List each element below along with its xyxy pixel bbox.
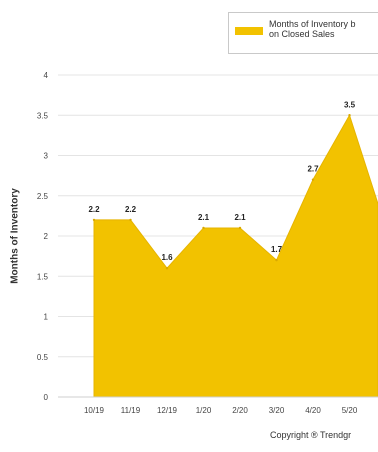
copyright-text: Copyright ® Trendgr (270, 430, 352, 440)
data-point (92, 218, 96, 222)
data-label: 2.1 (198, 213, 210, 222)
data-point (311, 178, 315, 181)
x-tick-label: 11/19 (121, 406, 141, 415)
data-label: 2.7 (307, 165, 319, 174)
data-point (202, 226, 205, 230)
y-tick-label: 3 (44, 152, 49, 161)
y-tick-label: 0 (44, 393, 49, 402)
data-label: 2.2 (88, 205, 100, 214)
y-tick-label: 1.5 (37, 272, 49, 281)
x-tick-label: 3/20 (269, 406, 285, 415)
data-label: 1.6 (161, 253, 173, 262)
y-tick-label: 0.5 (37, 353, 49, 362)
data-point (275, 258, 278, 262)
x-tick-label: 2/20 (232, 406, 248, 415)
x-tick-label: 5/20 (342, 406, 358, 415)
x-tick-label: 4/20 (305, 406, 321, 415)
data-label: 2.2 (125, 205, 137, 214)
y-tick-label: 3.5 (37, 111, 49, 120)
data-label: 2.1 (234, 213, 246, 222)
area-series-months-of-inventory (93, 114, 378, 398)
data-point (238, 226, 242, 230)
y-tick-label: 2.5 (37, 192, 49, 201)
data-point (165, 267, 169, 270)
y-tick-label: 1 (44, 313, 49, 322)
data-label: 3.5 (344, 100, 356, 109)
legend: Months of Inventory b on Closed Sales (228, 12, 378, 54)
x-tick-label: 10/19 (84, 406, 105, 415)
y-tick-label: 2 (44, 232, 49, 241)
y-axis-label: Months of Inventory (9, 188, 21, 284)
y-tick-label: 4 (44, 71, 49, 80)
data-point (129, 218, 132, 222)
legend-swatch (235, 27, 263, 35)
x-tick-label: 1/20 (196, 406, 212, 415)
data-label: 1.7 (271, 245, 283, 254)
data-point (348, 114, 351, 117)
legend-label: Months of Inventory b on Closed Sales (269, 19, 356, 39)
x-tick-label: 12/19 (157, 406, 178, 415)
